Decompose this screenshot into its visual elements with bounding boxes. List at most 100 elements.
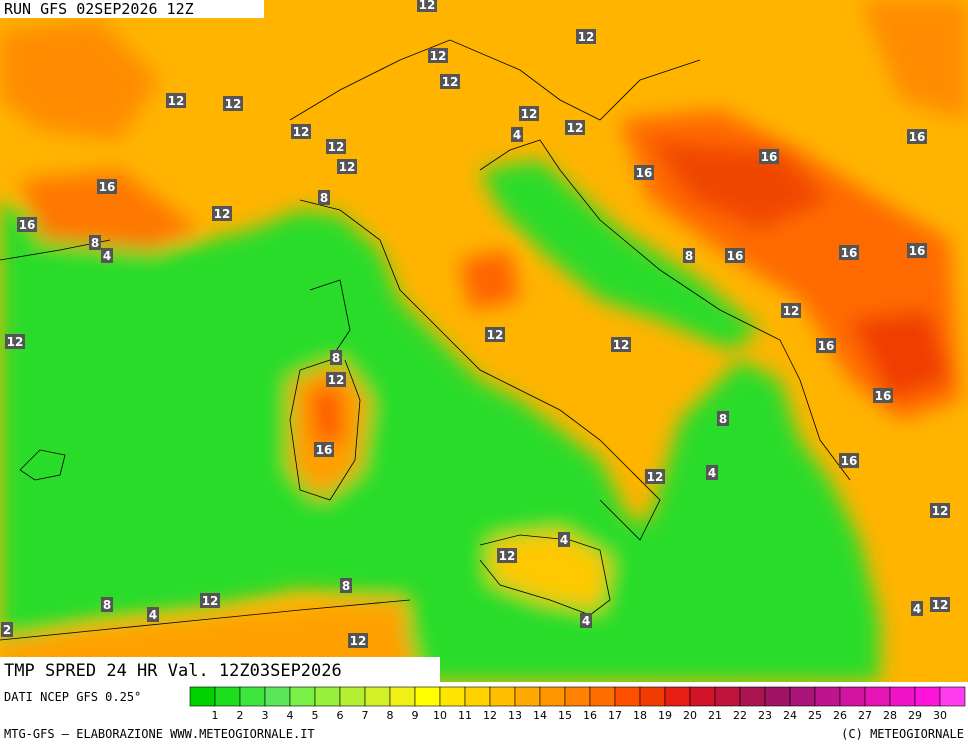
contour-label-box	[485, 327, 505, 342]
contour-label-box	[417, 0, 437, 12]
colorbar-swatch	[264, 686, 291, 707]
contour-label-box	[565, 120, 585, 135]
contour-label-box	[519, 106, 539, 121]
contour-label-box	[839, 245, 859, 260]
contour-label-box	[223, 96, 243, 111]
contour-label: 16	[909, 244, 926, 258]
colorbar-label: 26	[833, 709, 847, 722]
colorbar-label: 12	[483, 709, 497, 722]
contour-label-box	[725, 248, 745, 263]
colorbar-swatch	[664, 686, 691, 707]
contour-label: 12	[293, 125, 310, 139]
contour-label: 12	[419, 0, 436, 12]
contour-label-box	[5, 334, 25, 349]
contour-label-box	[816, 338, 836, 353]
colorbar-swatch	[589, 686, 616, 707]
colorbar-label: 18	[633, 709, 647, 722]
contour-label: 12	[613, 338, 630, 352]
contour-label: 16	[316, 443, 333, 457]
contour-label-box	[340, 578, 352, 593]
colorbar-label: 13	[508, 709, 522, 722]
colorbar-swatch	[614, 686, 641, 707]
contour-label-box	[291, 124, 311, 139]
contour-label-box	[634, 165, 654, 180]
colorbar-swatch	[289, 686, 316, 707]
contour-label-box	[97, 179, 117, 194]
contour-label: 16	[99, 180, 116, 194]
contour-label: 12	[442, 75, 459, 89]
contour-label-box	[873, 388, 893, 403]
contour-label: 8	[719, 412, 727, 426]
contour-label: 16	[19, 218, 36, 232]
contour-label: 12	[647, 470, 664, 484]
colorbar-swatch	[389, 686, 416, 707]
contour-label: 16	[875, 389, 892, 403]
field	[0, 0, 968, 682]
contour-label-box	[101, 597, 113, 612]
contour-label: 12	[578, 30, 595, 44]
run-label: RUN GFS 02SEP2026 12Z	[4, 0, 194, 18]
run-box	[0, 0, 264, 18]
contour-label: 12	[202, 594, 219, 608]
colorbar-label: 2	[237, 709, 244, 722]
contour-label-box	[166, 93, 186, 108]
colorbar-label: 10	[433, 709, 447, 722]
colorbar-label: 24	[783, 709, 797, 722]
contour-label-box	[511, 127, 523, 142]
contour-label: 12	[328, 373, 345, 387]
colorbar-label: 28	[883, 709, 897, 722]
contour-label: 4	[560, 533, 568, 547]
contour-label: 12	[932, 504, 949, 518]
colorbar-swatch	[639, 686, 666, 707]
colorbar-label: 21	[708, 709, 722, 722]
title-box	[0, 657, 440, 683]
contour-label-box	[89, 235, 101, 250]
contour-label-box	[1, 622, 13, 637]
contour-label: 12	[350, 634, 367, 648]
colorbar-swatch	[439, 686, 466, 707]
contour-label: 4	[582, 614, 590, 628]
contour-label-box	[497, 548, 517, 563]
contour-label-box	[781, 303, 801, 318]
colorbar-swatch	[339, 686, 366, 707]
contour-label: 12	[932, 598, 949, 612]
colorbar-label: 25	[808, 709, 822, 722]
colorbar-swatch	[464, 686, 491, 707]
colorbar-label: 11	[458, 709, 472, 722]
contour-label: 8	[342, 579, 350, 593]
colorbar-label: 14	[533, 709, 547, 722]
contour-label-box	[759, 149, 779, 164]
colorbar-swatch	[214, 686, 241, 707]
colorbar-label: 17	[608, 709, 622, 722]
map-title: TMP SPRED 24 HR Val. 12Z03SEP2026	[4, 661, 342, 681]
contour-label: 8	[320, 191, 328, 205]
colorbar-swatch	[889, 686, 916, 707]
colorbar-label: 1	[212, 709, 219, 722]
contour-label: 2	[3, 623, 11, 637]
colorbar-label: 15	[558, 709, 572, 722]
colorbar-swatch	[564, 686, 591, 707]
colorbar-swatch	[414, 686, 441, 707]
colorbar-label: 8	[387, 709, 394, 722]
footer-right: (C) METEOGIORNALE	[841, 727, 964, 741]
colorbar-label: 5	[312, 709, 319, 722]
contour-label: 12	[168, 94, 185, 108]
contour-label: 16	[727, 249, 744, 263]
colorbar-label: 7	[362, 709, 369, 722]
contour-label: 16	[761, 150, 778, 164]
colorbar-label: 16	[583, 709, 597, 722]
contour-label: 16	[909, 130, 926, 144]
contour-label-box	[645, 469, 665, 484]
contour-label-box	[337, 159, 357, 174]
contour-label-box	[212, 206, 232, 221]
contour-label-box	[580, 613, 592, 628]
colorbar-swatch	[364, 686, 391, 707]
contour-label-box	[326, 372, 346, 387]
contour-label: 12	[7, 335, 24, 349]
contour-label-box	[907, 243, 927, 258]
contour-label-box	[558, 532, 570, 547]
colorbar-label: 22	[733, 709, 747, 722]
contour-label: 12	[339, 160, 356, 174]
footer-left: MTG-GFS – ELABORAZIONE WWW.METEOGIORNALE…	[4, 727, 315, 741]
contour-label-box	[611, 337, 631, 352]
